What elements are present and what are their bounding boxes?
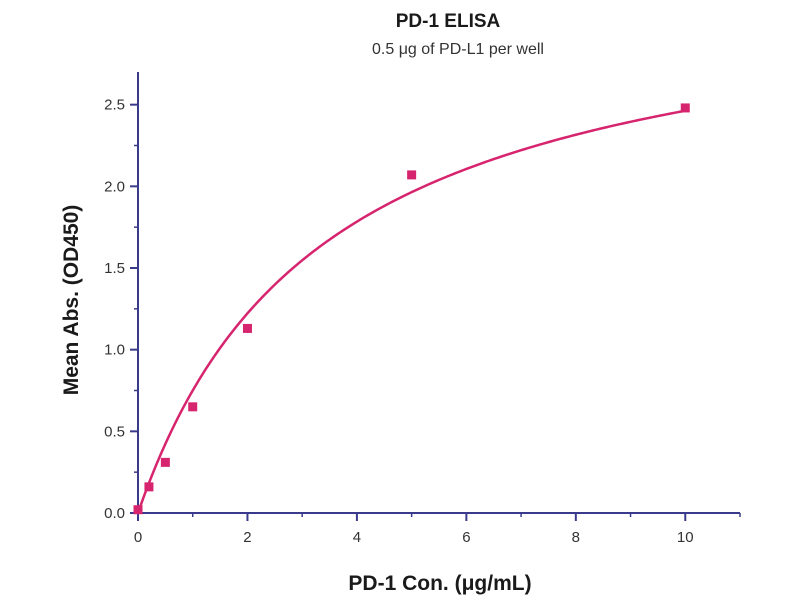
x-tick-label: 10 (677, 529, 694, 546)
y-tick-label: 2.0 (104, 178, 125, 195)
x-axis: 0 2 4 6 8 10 (134, 512, 741, 546)
y-tick-label: 1.0 (104, 342, 125, 359)
chart-subtitle: 0.5 μg of PD-L1 per well (372, 41, 544, 58)
x-tick-label: 2 (243, 529, 251, 546)
data-point (242, 323, 252, 333)
data-point (407, 170, 417, 180)
y-tick-label: 0.5 (104, 423, 125, 440)
y-tick-label: 1.5 (104, 260, 125, 277)
chart-title: PD-1 ELISA (396, 11, 501, 32)
fit-curve (136, 109, 686, 514)
x-tick-label: 8 (572, 529, 580, 546)
x-tick-label: 6 (462, 529, 470, 546)
data-point (680, 103, 690, 113)
data-points (133, 103, 690, 515)
y-tick-label: 0.0 (104, 505, 125, 522)
y-axis-label: Mean Abs. (OD450) (60, 205, 83, 396)
data-point (133, 505, 143, 515)
y-axis: 0.0 0.5 1.0 1.5 2.0 2.5 (104, 72, 139, 522)
y-tick-label: 2.5 (104, 97, 125, 114)
x-axis-label: PD-1 Con. (μg/mL) (348, 572, 531, 595)
fit-curve-group (136, 109, 686, 514)
data-point (188, 402, 198, 412)
data-point (160, 457, 170, 467)
x-tick-label: 4 (353, 529, 361, 546)
data-point (144, 482, 154, 492)
x-tick-label: 0 (134, 529, 142, 546)
